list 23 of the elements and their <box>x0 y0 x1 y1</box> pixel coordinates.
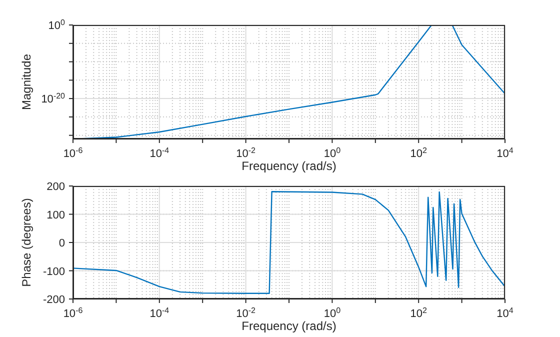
y-tick-label: 100 <box>46 209 65 222</box>
x-tick-label: 10$^{0}$ <box>324 146 342 160</box>
x-tick-label: 10$^{-4}$ <box>150 306 170 320</box>
x-axis-title: Frequency (rad/s) <box>242 319 336 333</box>
x-tick-label: 10$^{-4}$ <box>150 146 170 160</box>
x-tick-label: 10$^{0}$ <box>324 306 342 320</box>
x-tick-label: 10$^{2}$ <box>410 146 428 160</box>
x-tick-label: 10$^{-2}$ <box>236 146 256 160</box>
y-tick-label: 200 <box>46 181 65 193</box>
x-tick-label: 10$^{2}$ <box>410 306 428 320</box>
y-tick-label: 10$^{0}$ <box>48 18 66 32</box>
x-axis-title: Frequency (rad/s) <box>242 159 336 173</box>
x-tick-label: 10$^{-6}$ <box>63 306 84 320</box>
x-tick-label: 10$^{-6}$ <box>63 146 84 160</box>
x-tick-label: 10$^{4}$ <box>496 146 514 160</box>
y-tick-label: 0 <box>58 238 65 250</box>
y-tick-label: 10$^{-20}$ <box>41 91 66 106</box>
y-axis-title: Magnitude <box>19 54 34 110</box>
x-tick-label: 10$^{-2}$ <box>236 306 256 320</box>
y-axis-title: Phase (degrees) <box>19 198 34 287</box>
y-tick-label: -100 <box>42 266 65 278</box>
x-tick-label: 10$^{4}$ <box>496 306 514 320</box>
y-tick-label: -200 <box>42 294 65 306</box>
